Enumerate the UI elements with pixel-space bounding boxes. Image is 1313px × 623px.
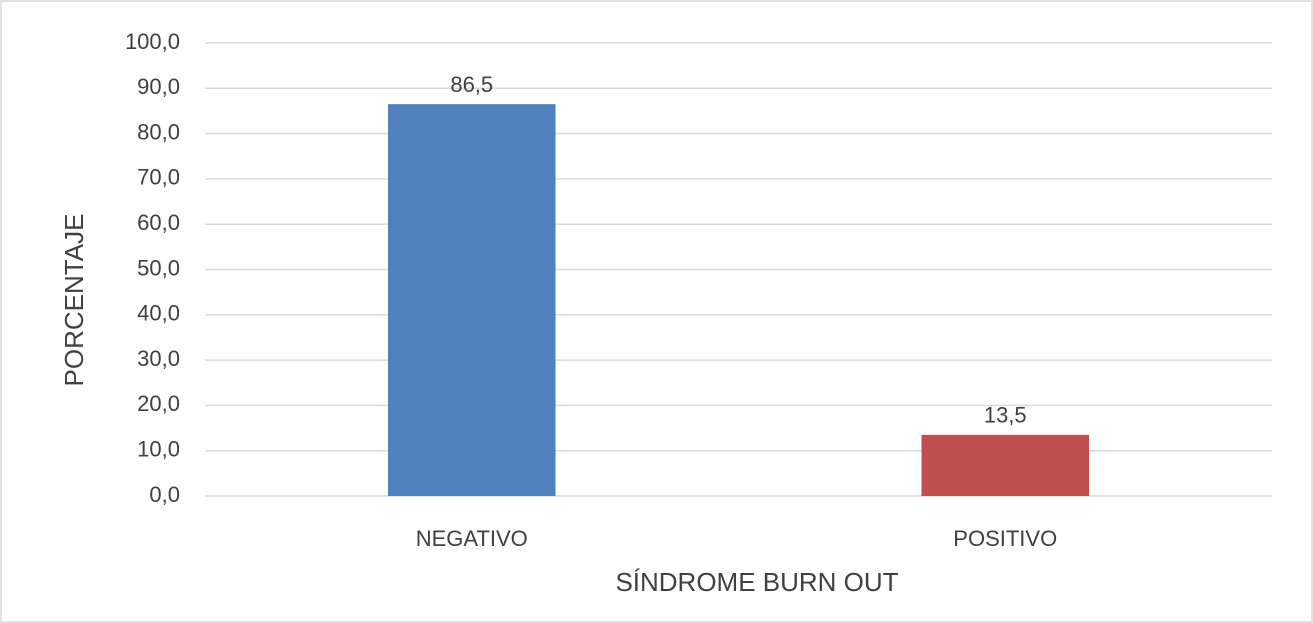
y-tick-label: 10,0 xyxy=(137,437,180,462)
y-tick-label: 70,0 xyxy=(137,165,180,190)
y-tick-label: 30,0 xyxy=(137,346,180,371)
bar xyxy=(387,104,556,496)
y-tick-label: 80,0 xyxy=(137,119,180,144)
x-tick-label: NEGATIVO xyxy=(416,526,528,551)
bar xyxy=(921,434,1090,496)
y-tick-label: 100,0 xyxy=(125,29,180,54)
y-tick-label: 40,0 xyxy=(137,301,180,326)
y-tick-label: 50,0 xyxy=(137,255,180,280)
x-tick-label: POSITIVO xyxy=(953,526,1057,551)
data-label: 86,5 xyxy=(450,72,493,97)
y-tick-label: 20,0 xyxy=(137,391,180,416)
data-label: 13,5 xyxy=(984,403,1027,428)
y-tick-label: 60,0 xyxy=(137,210,180,235)
y-axis-title: PORCENTAJE xyxy=(59,214,89,387)
y-tick-label: 0,0 xyxy=(149,482,180,507)
x-axis-title: SÍNDROME BURN OUT xyxy=(615,567,898,597)
y-tick-label: 90,0 xyxy=(137,74,180,99)
